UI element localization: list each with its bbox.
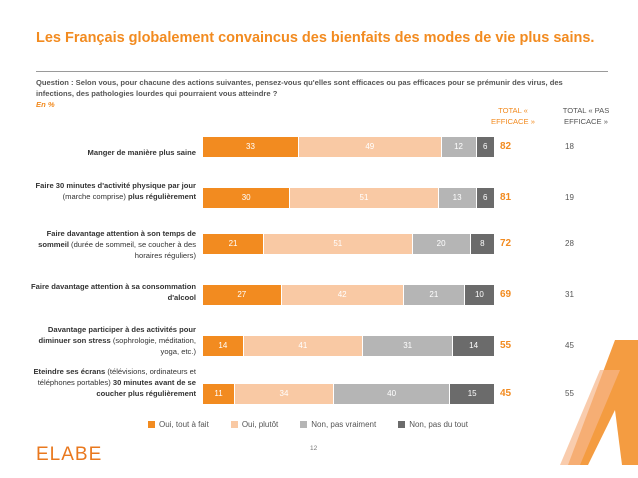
seg-non-pas-vraiment: 12 xyxy=(441,137,476,157)
seg-non-pas-vraiment: 31 xyxy=(363,336,453,356)
seg-oui-tout-a-fait: 30 xyxy=(203,188,290,208)
legend-swatch xyxy=(398,421,406,428)
unit-note: En % xyxy=(36,100,55,109)
seg-oui-tout-a-fait: 27 xyxy=(203,285,281,305)
stacked-bar: 30 51 13 6 xyxy=(203,188,494,208)
total-pas-efficace-value: 55 xyxy=(565,389,574,398)
seg-oui-plutot: 34 xyxy=(235,384,333,404)
seg-oui-tout-a-fait: 14 xyxy=(203,336,243,356)
seg-non-pas-vraiment: 13 xyxy=(438,188,476,208)
seg-oui-plutot: 51 xyxy=(264,234,412,254)
title-divider xyxy=(36,71,608,72)
seg-non-pas-vraiment: 40 xyxy=(333,384,450,404)
total-efficace-value: 45 xyxy=(500,388,512,399)
seg-oui-plutot: 49 xyxy=(299,137,441,157)
legend-swatch xyxy=(230,421,238,428)
seg-oui-plutot: 41 xyxy=(243,336,363,356)
seg-non-pas-du-tout: 6 xyxy=(476,188,494,208)
seg-non-pas-du-tout: 15 xyxy=(450,384,494,404)
header-total-pas-efficace: TOTAL « PAS EFFICACE » xyxy=(562,106,610,126)
stacked-bar: 14 41 31 14 xyxy=(203,336,494,356)
row-label: Faire 30 minutes d'activité physique par… xyxy=(35,181,196,201)
header-total-efficace: TOTAL « EFFICACE » xyxy=(491,106,535,126)
stacked-bar: 11 34 40 15 xyxy=(203,384,494,404)
legend-label: Non, pas du tout xyxy=(409,420,468,429)
legend-label: Oui, plutôt xyxy=(241,420,279,429)
legend-swatch xyxy=(148,421,155,428)
legend-label: Non, pas vraiment xyxy=(311,420,377,429)
seg-oui-tout-a-fait: 21 xyxy=(203,234,264,254)
stacked-bar: 21 51 20 8 xyxy=(203,234,494,254)
row-label: Davantage participer à des activités pou… xyxy=(38,325,196,356)
seg-oui-plutot: 42 xyxy=(281,285,403,305)
seg-non-pas-vraiment: 20 xyxy=(412,234,470,254)
stacked-bar: 33 49 12 6 xyxy=(203,137,494,157)
row-label: Eteindre ses écrans (télévisions, ordina… xyxy=(33,367,196,398)
legend-label: Oui, tout à fait xyxy=(159,420,209,429)
row-label: Faire davantage attention à sa consommat… xyxy=(31,282,196,302)
total-pas-efficace-value: 19 xyxy=(565,193,574,202)
chart-legend: Oui, tout à fait Oui, plutôt Non, pas vrai… xyxy=(148,420,528,429)
legend-entry: Oui, plutôt xyxy=(230,420,279,429)
total-pas-efficace-value: 18 xyxy=(565,142,574,151)
seg-non-pas-du-tout: 10 xyxy=(464,285,494,305)
stacked-bar: 27 42 21 10 xyxy=(203,285,494,305)
decorative-triangle-icon xyxy=(560,340,638,465)
legend-entry: Non, pas vraiment xyxy=(300,420,376,429)
seg-non-pas-du-tout: 6 xyxy=(476,137,494,157)
seg-non-pas-du-tout: 8 xyxy=(470,234,494,254)
total-efficace-value: 69 xyxy=(500,289,512,300)
total-efficace-value: 72 xyxy=(500,238,512,249)
total-efficace-value: 81 xyxy=(500,192,512,203)
page-number: 12 xyxy=(310,445,318,452)
seg-oui-tout-a-fait: 33 xyxy=(203,137,299,157)
total-efficace-value: 82 xyxy=(500,141,512,152)
seg-non-pas-vraiment: 21 xyxy=(403,285,464,305)
legend-entry: Oui, tout à fait xyxy=(148,420,209,429)
total-efficace-value: 55 xyxy=(500,340,512,351)
survey-question: Question : Selon vous, pour chacune des … xyxy=(36,78,563,98)
seg-oui-plutot: 51 xyxy=(290,188,438,208)
legend-entry: Non, pas du tout xyxy=(398,420,468,429)
total-pas-efficace-value: 28 xyxy=(565,239,574,248)
legend-swatch xyxy=(300,421,308,428)
seg-oui-tout-a-fait: 11 xyxy=(203,384,234,404)
page-title: Les Français globalement convaincus des … xyxy=(36,30,595,46)
row-label: Faire davantage attention à son temps de… xyxy=(38,229,196,260)
seg-non-pas-du-tout: 14 xyxy=(453,336,494,356)
total-pas-efficace-value: 45 xyxy=(565,341,574,350)
total-pas-efficace-value: 31 xyxy=(565,290,574,299)
elabe-logo: ELABE xyxy=(36,444,103,465)
row-label: Manger de manière plus saine xyxy=(87,148,196,157)
